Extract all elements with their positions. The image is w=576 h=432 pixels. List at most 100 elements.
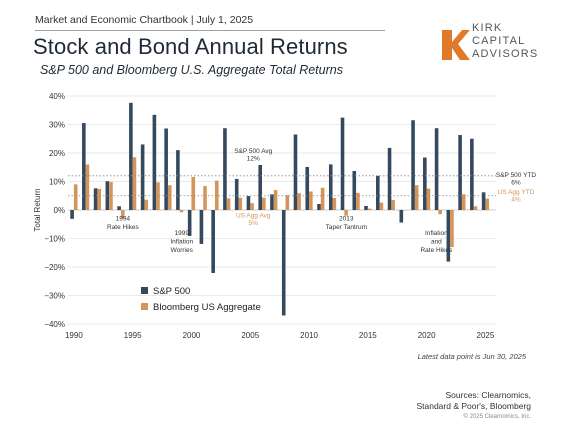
agg-bar [262,197,266,210]
sp500-bar [234,178,239,210]
agg-ytd-value: 4% [511,196,521,203]
agg-bar [238,197,243,210]
agg-bar [332,198,337,210]
legend-swatch-sp500 [141,287,148,294]
sp500-bar [305,166,310,210]
logo-line: ADVISORS [472,48,539,60]
annotation-text: Rate Hikes [107,224,140,231]
x-tick-label: 1995 [124,331,142,340]
agg-bar [379,202,384,210]
sp500-bar [82,123,86,210]
sp500-bar [223,128,227,210]
agg-avg-value: 5% [249,220,259,227]
sp500-bar [481,192,486,210]
sp500-avg-value: 12% [247,156,260,163]
sp500-bar [458,135,462,210]
annotation-text: 2013 [339,215,354,222]
sp500-bar [317,204,321,210]
agg-bar [214,180,219,210]
y-tick-label: −40% [44,320,65,329]
sources: Sources: Clearnomics, Standard & Poor's,… [416,390,531,412]
agg-bar [461,194,466,210]
sp500-bar [281,210,286,316]
agg-bar [320,187,325,210]
sp500-bar [258,164,263,210]
agg-avg-label: US Agg Avg [236,212,271,219]
y-tick-label: 10% [49,178,65,187]
sp500-ytd-label: S&P 500 YTD [496,172,537,179]
sp500-bar [293,134,298,210]
agg-ytd-label: US Agg YTD [498,189,535,196]
y-axis-label: Total Return [33,188,42,231]
agg-bar [426,188,431,210]
agg-bar [156,182,160,210]
agg-bar [391,200,395,210]
agg-bar [473,206,478,210]
legend-label-agg: Bloomberg US Aggregate [153,302,261,313]
sp500-bar [399,210,404,223]
sp500-bar [423,157,427,210]
x-tick-label: 2015 [359,331,377,340]
sp500-bar [246,196,251,210]
agg-bar [73,184,78,210]
sp500-bar [446,210,451,262]
y-tick-label: −10% [44,235,65,244]
chartbook-header: Market and Economic Chartbook | July 1, … [35,14,254,26]
sp500-bar [352,170,357,210]
y-tick-label: −20% [44,263,65,272]
legend-swatch-agg [141,303,148,310]
agg-bar [179,210,184,213]
agg-bar [203,186,207,210]
y-tick-label: 40% [49,92,65,101]
agg-bar [250,203,254,210]
agg-bar [144,199,149,210]
y-tick-label: 0% [53,206,65,215]
sources-line: Standard & Poor's, Bloomberg [416,401,531,411]
agg-bar [309,191,313,210]
agg-bar [450,210,454,248]
sp500-bar [117,206,121,210]
sp500-bar [434,128,439,210]
sp500-bar [70,210,74,219]
sp500-bar [270,194,274,210]
agg-bar [132,157,137,210]
y-tick-label: 20% [49,149,65,158]
x-tick-label: 2020 [418,331,436,340]
page-title: Stock and Bond Annual Returns [33,34,348,59]
x-tick-label: 2025 [477,331,495,340]
sp500-bar [187,210,192,236]
agg-bar [297,193,301,210]
agg-bar [344,210,348,216]
sp500-bar [93,188,98,210]
agg-bar [167,185,172,210]
x-tick-label: 2010 [300,331,318,340]
logo-line: CAPITAL [472,35,526,47]
annotation-text: Taper Tantrum [326,224,367,231]
agg-bar [85,164,90,210]
annotation-text: Inflation [170,238,193,245]
y-tick-label: 30% [49,121,65,130]
y-tick-label: −30% [44,292,65,301]
sources-line: Sources: Clearnomics, [445,390,531,400]
annotation-text: and [431,238,442,245]
agg-bar [191,176,196,210]
agg-bar [485,198,490,210]
x-tick-label: 2005 [241,331,259,340]
sp500-bar [140,144,145,210]
legend-label-sp500: S&P 500 [153,286,190,297]
kirk-capital-logo [442,30,470,60]
sp500-bar [152,114,157,210]
sp500-bar [211,210,215,273]
agg-bar [403,210,407,211]
x-tick-label: 1990 [65,331,83,340]
sp500-bar [411,120,415,210]
annotation-text: 1999 [174,230,189,237]
sp500-bar [375,175,380,210]
sp500-bar [387,147,392,210]
agg-bar [226,198,231,210]
agg-bar [414,185,419,210]
agg-bar [367,208,372,210]
agg-bar [438,210,442,215]
header-rule [35,30,385,31]
